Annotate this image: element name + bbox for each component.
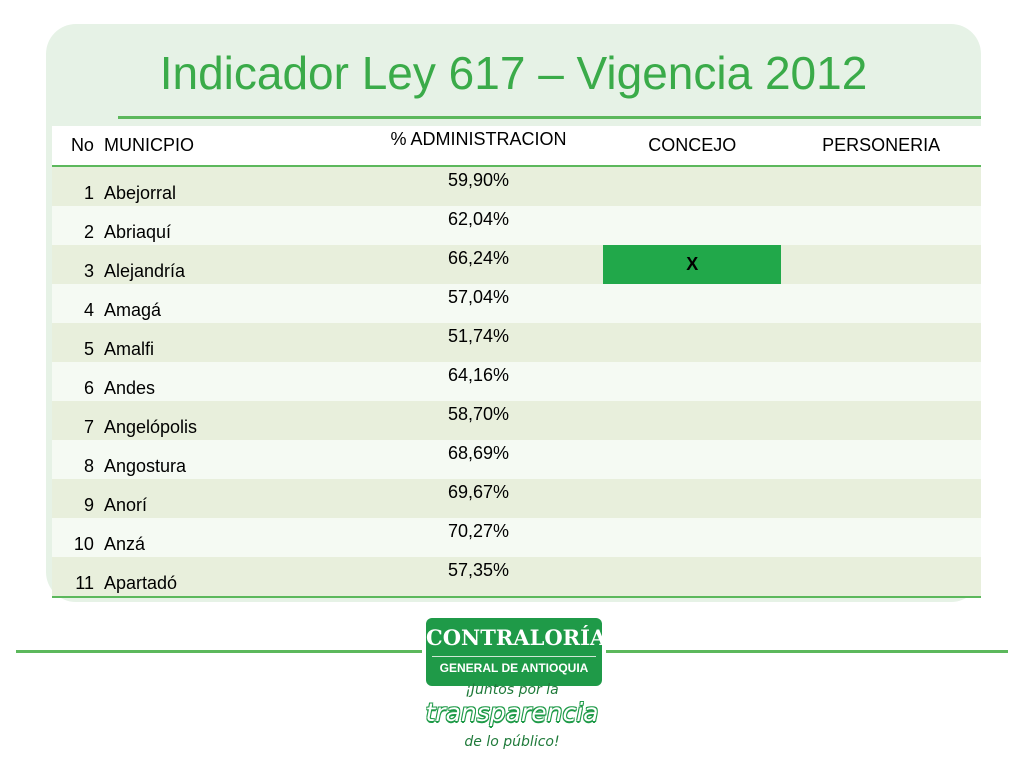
logo-title: CONTRALORÍA [426,625,607,650]
cell-municipio: Angelópolis [99,401,354,440]
cell-personeria [781,401,981,440]
cell-municipio: Anorí [99,479,354,518]
cell-concejo [603,284,782,323]
cell-no: 8 [52,440,100,479]
cell-administracion: 51,74% [353,323,604,362]
cell-personeria [781,206,981,245]
cell-administracion: 58,70% [353,401,604,440]
cell-no: 10 [52,518,100,557]
cell-concejo [603,440,782,479]
cell-personeria [781,284,981,323]
table-row: 10 Anzá 70,27% [52,518,981,557]
header-no: No [52,126,100,167]
cell-administracion: 57,35% [353,557,604,598]
cell-concejo [603,518,782,557]
cell-administracion: 64,16% [353,362,604,401]
cell-municipio: Amagá [99,284,354,323]
title-divider [118,116,981,119]
cell-municipio: Angostura [99,440,354,479]
cell-municipio: Apartadó [99,557,354,598]
cell-concejo [603,401,782,440]
cell-no: 2 [52,206,100,245]
cell-municipio: Alejandría [99,245,354,284]
cell-municipio: Andes [99,362,354,401]
table-row: 11 Apartadó 57,35% [52,557,981,598]
table-row: 5 Amalfi 51,74% [52,323,981,362]
cell-no: 5 [52,323,100,362]
cell-personeria [781,245,981,284]
logo-tagline-1: ¡Juntos por la [465,682,559,698]
cell-municipio: Abriaquí [99,206,354,245]
logo-subtitle: GENERAL DE ANTIOQUIA [432,656,596,675]
cell-personeria [781,362,981,401]
cell-no: 3 [52,245,100,284]
cell-concejo [603,479,782,518]
cell-no: 9 [52,479,100,518]
indicator-table: No MUNICPIO % ADMINISTRACION CONCEJO PER… [52,126,981,598]
logo-tagline-2: transparencia [425,698,599,727]
cell-concejo [603,557,782,598]
cell-personeria [781,479,981,518]
cell-administracion: 59,90% [353,166,604,206]
cell-administracion: 68,69% [353,440,604,479]
header-administracion: % ADMINISTRACION [353,126,604,167]
cell-municipio: Amalfi [99,323,354,362]
cell-concejo [603,206,782,245]
table-row: 8 Angostura 68,69% [52,440,981,479]
table-row: 2 Abriaquí 62,04% [52,206,981,245]
footer-divider-right [606,650,1008,653]
table-row: 7 Angelópolis 58,70% [52,401,981,440]
page-title: Indicador Ley 617 – Vigencia 2012 [159,47,868,99]
logo-tagline-3: de lo público! [464,734,560,750]
cell-no: 1 [52,166,100,206]
cell-personeria [781,440,981,479]
cell-no: 11 [52,557,100,598]
cell-administracion: 70,27% [353,518,604,557]
cell-no: 6 [52,362,100,401]
footer-logo: CONTRALORÍA GENERAL DE ANTIOQUIA ¡Juntos… [0,612,1024,768]
table-header-row: No MUNICPIO % ADMINISTRACION CONCEJO PER… [52,126,981,167]
cell-personeria [781,166,981,206]
cell-municipio: Abejorral [99,166,354,206]
cell-no: 7 [52,401,100,440]
cell-municipio: Anzá [99,518,354,557]
table-row: 9 Anorí 69,67% [52,479,981,518]
cell-administracion: 57,04% [353,284,604,323]
contraloria-logo-box: CONTRALORÍA GENERAL DE ANTIOQUIA [426,618,607,686]
cell-administracion: 62,04% [353,206,604,245]
header-concejo: CONCEJO [603,126,782,167]
header-municipio: MUNICPIO [99,126,354,167]
cell-administracion: 69,67% [353,479,604,518]
cell-no: 4 [52,284,100,323]
cell-concejo [603,323,782,362]
footer-divider-left [16,650,422,653]
cell-personeria [781,323,981,362]
table-row: 1 Abejorral 59,90% [52,166,981,206]
table-row: 3 Alejandría 66,24% X [52,245,981,284]
cell-personeria [781,518,981,557]
cell-administracion: 66,24% [353,245,604,284]
cell-concejo [603,166,782,206]
header-personeria: PERSONERIA [781,126,981,167]
cell-concejo-marked: X [603,245,782,284]
cell-concejo [603,362,782,401]
table-row: 6 Andes 64,16% [52,362,981,401]
table-row: 4 Amagá 57,04% [52,284,981,323]
cell-personeria [781,557,981,598]
